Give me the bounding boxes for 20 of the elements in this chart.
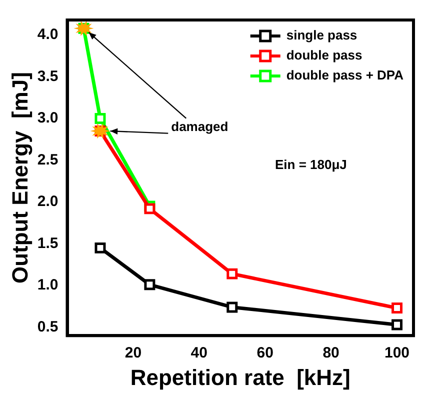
annotation: Ein = 180μJ [275, 156, 347, 172]
y-tick-label: 4.0 [37, 26, 58, 44]
y-tick-label: 0.5 [37, 318, 58, 336]
x-axis-title: Repetition rate [kHz] [130, 364, 350, 390]
y-tick-label: 3.5 [37, 68, 58, 85]
x-tick-label: 20 [124, 344, 142, 362]
x-tick-label: 80 [322, 344, 340, 362]
y-tick-label: 2.0 [37, 193, 58, 210]
annotation: damaged [171, 118, 228, 134]
legend-label: single pass [286, 28, 358, 43]
y-axis-title: Output Energy [mJ] [7, 72, 32, 284]
legend-label: double pass [286, 48, 362, 63]
y-tick-label: 1.5 [37, 234, 58, 252]
y-tick-label: 2.5 [37, 151, 58, 168]
legend-label: double pass + DPA [286, 68, 404, 83]
x-tick-label: 60 [256, 344, 274, 362]
x-tick-label: 100 [384, 344, 410, 362]
y-tick-label: 1.0 [37, 276, 58, 294]
x-tick-label: 40 [190, 344, 208, 362]
y-tick-label: 3.0 [37, 110, 58, 127]
